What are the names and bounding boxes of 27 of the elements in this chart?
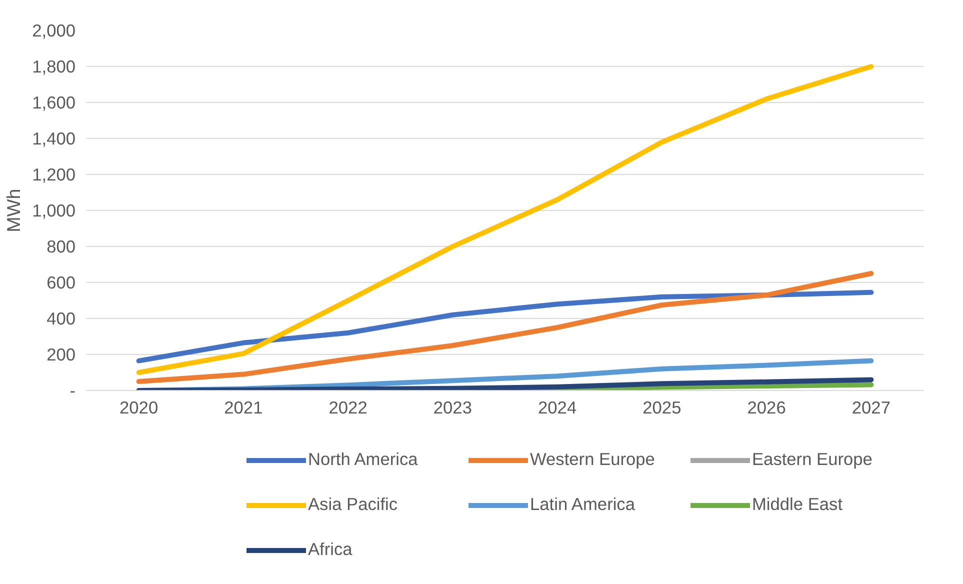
y-axis-title: MWh — [3, 188, 24, 232]
legend-label: Western Europe — [530, 449, 656, 470]
x-tick-label: 2020 — [120, 398, 158, 418]
legend-label: Latin America — [530, 494, 636, 515]
x-tick-label: 2023 — [433, 398, 472, 418]
y-tick-label: 200 — [46, 344, 76, 364]
y-tick-label: - — [70, 380, 76, 400]
x-tick-label: 2022 — [328, 398, 368, 418]
legend-label: Asia Pacific — [308, 494, 399, 515]
y-tick-label: 1,800 — [32, 56, 76, 76]
y-tick-label: 600 — [46, 272, 76, 292]
legend-label: North America — [308, 449, 419, 470]
x-tick-label: 2024 — [538, 398, 577, 418]
x-tick-label: 2025 — [642, 398, 682, 418]
y-tick-label: 1,600 — [32, 92, 76, 112]
y-tick-label: 1,000 — [32, 200, 76, 220]
x-tick-label: 2021 — [224, 398, 263, 418]
y-tick-label: 1,200 — [32, 164, 76, 184]
y-tick-label: 1,400 — [32, 128, 76, 148]
y-tick-label: 800 — [46, 236, 76, 256]
y-tick-label: 2,000 — [32, 20, 76, 40]
legend-label: Middle East — [752, 494, 844, 515]
legend-label: Eastern Europe — [752, 449, 874, 470]
x-tick-label: 2026 — [747, 398, 786, 418]
legend-label: Africa — [308, 539, 354, 560]
x-tick-label: 2027 — [852, 398, 890, 418]
y-tick-label: 400 — [46, 308, 76, 328]
